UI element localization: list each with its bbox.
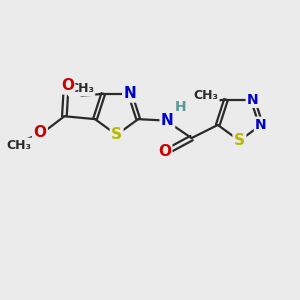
Text: N: N	[124, 86, 136, 101]
Text: H: H	[175, 100, 186, 115]
Text: CH₃: CH₃	[69, 82, 94, 95]
Text: CH₃: CH₃	[193, 89, 218, 102]
Text: S: S	[111, 127, 122, 142]
Text: O: O	[158, 144, 171, 159]
Text: O: O	[33, 125, 46, 140]
Text: N: N	[161, 112, 174, 128]
Text: N: N	[247, 93, 259, 106]
Text: CH₃: CH₃	[6, 139, 31, 152]
Text: S: S	[234, 133, 245, 148]
Text: N: N	[255, 118, 267, 132]
Text: O: O	[61, 78, 74, 93]
